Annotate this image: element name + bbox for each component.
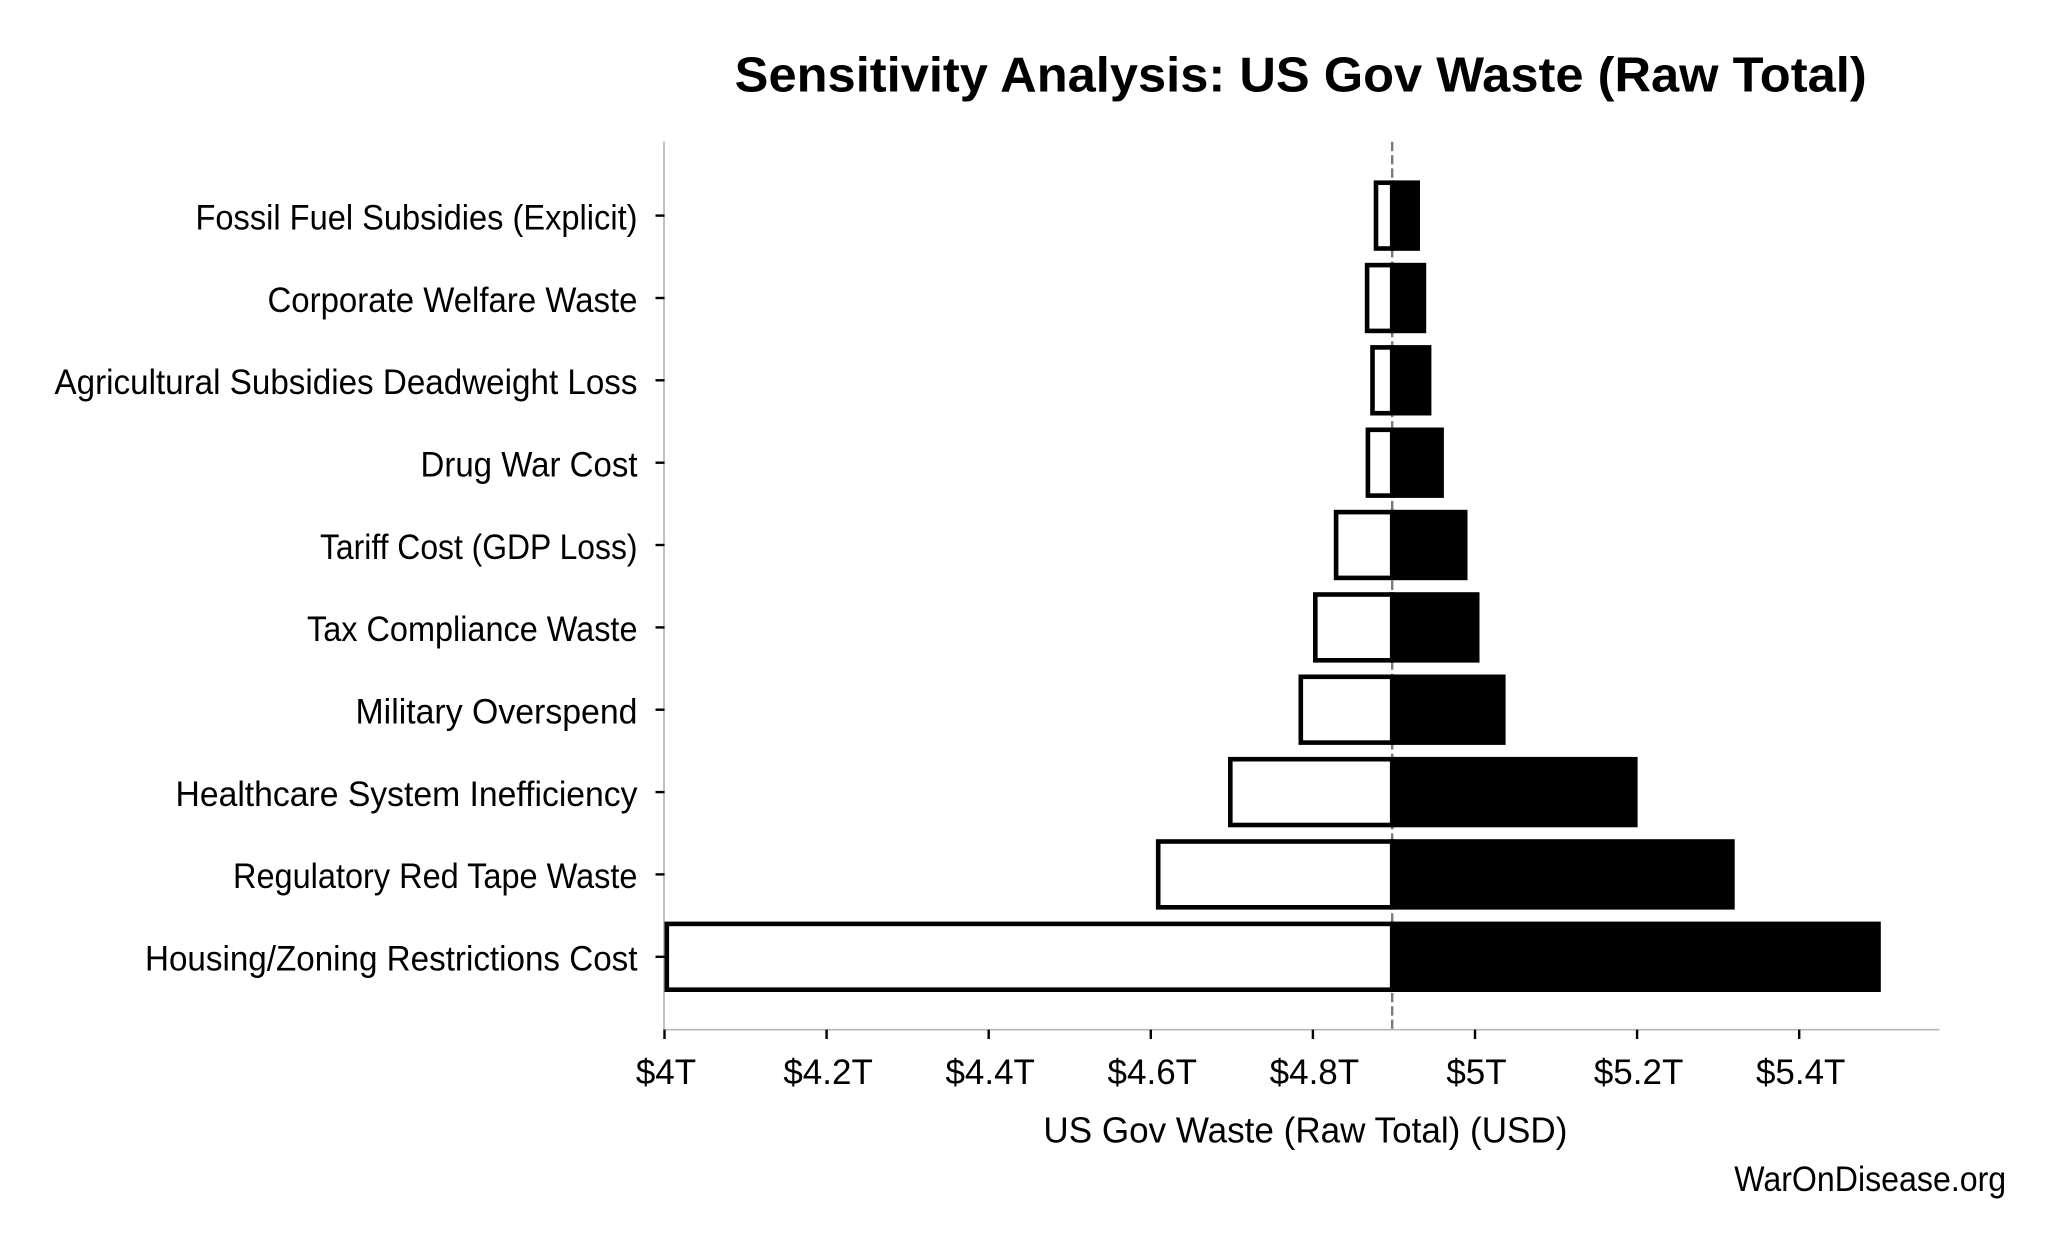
svg-text:Housing/Zoning Restrictions Co: Housing/Zoning Restrictions Cost — [145, 940, 638, 979]
svg-text:WarOnDisease.org: WarOnDisease.org — [1734, 1159, 2006, 1199]
svg-text:$4.4T: $4.4T — [945, 1053, 1035, 1092]
svg-text:Tariff Cost (GDP Loss): Tariff Cost (GDP Loss) — [320, 528, 638, 567]
svg-text:Regulatory Red Tape Waste: Regulatory Red Tape Waste — [233, 857, 638, 896]
svg-text:Agricultural Subsidies Deadwei: Agricultural Subsidies Deadweight Loss — [54, 363, 637, 402]
svg-text:Tax Compliance Waste: Tax Compliance Waste — [307, 610, 638, 649]
svg-text:$4.8T: $4.8T — [1270, 1053, 1360, 1092]
svg-text:Healthcare System Inefficiency: Healthcare System Inefficiency — [175, 775, 637, 814]
svg-text:US Gov Waste (Raw Total) (USD): US Gov Waste (Raw Total) (USD) — [1043, 1110, 1567, 1151]
svg-text:$4T: $4T — [636, 1053, 696, 1092]
svg-text:Fossil Fuel Subsidies (Explici: Fossil Fuel Subsidies (Explicit) — [195, 198, 637, 237]
svg-text:$5.2T: $5.2T — [1594, 1053, 1684, 1092]
svg-text:Sensitivity Analysis: US Gov W: Sensitivity Analysis: US Gov Waste (Raw … — [735, 48, 1867, 102]
svg-text:Military Overspend: Military Overspend — [356, 693, 638, 732]
svg-text:$5.4T: $5.4T — [1756, 1053, 1846, 1092]
svg-text:Corporate Welfare Waste: Corporate Welfare Waste — [268, 281, 638, 320]
svg-text:Drug War Cost: Drug War Cost — [421, 446, 638, 485]
svg-text:$5T: $5T — [1446, 1053, 1506, 1092]
svg-text:$4.6T: $4.6T — [1108, 1053, 1198, 1092]
svg-text:$4.2T: $4.2T — [783, 1053, 873, 1092]
